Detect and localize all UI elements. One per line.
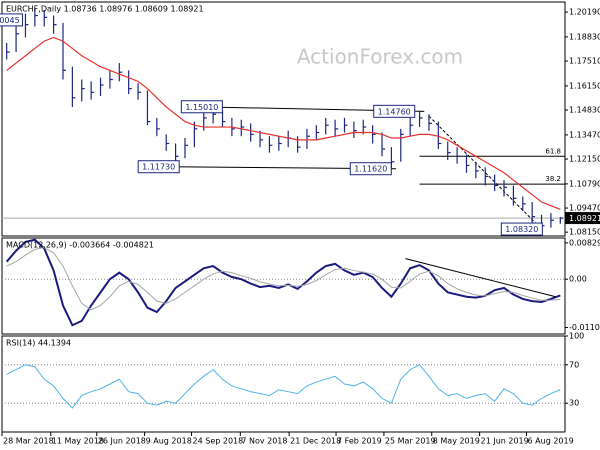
panel-title: MACD(12,26,9) -0.003664 -0.004821 [6, 241, 154, 250]
panel-title: RSI(14) 44.1394 [6, 339, 71, 348]
price-annotation: 0045 [0, 16, 20, 25]
y-tick-label: 1.13470 [569, 130, 600, 139]
price-annotation-box [349, 162, 392, 176]
x-tick-label: 28 Mar 2018 [3, 437, 54, 446]
x-tick-label: 24 Sep 2018 [193, 437, 244, 446]
x-tick-label: 7 Nov 2018 [241, 437, 287, 446]
x-tick-label: 21 Dec 2018 [290, 437, 341, 446]
x-tick-label: 26 Jun 2018 [98, 437, 146, 446]
y-tick-label: 1.16150 [569, 81, 600, 90]
moving-average [6, 36, 561, 210]
trend-line [405, 258, 556, 298]
x-tick-label: 25 Mar 2019 [385, 437, 436, 446]
y-tick-label: 30 [569, 399, 579, 408]
x-tick-label: 9 Aug 2018 [146, 437, 192, 446]
x-tick-label: 21 Jun 2019 [481, 437, 529, 446]
price-annotation-box [500, 222, 543, 236]
panel-title: EURCHF,Daily 1.08736 1.08976 1.08609 1.0… [6, 5, 204, 14]
panel-frame [1, 237, 566, 335]
y-tick-label: 1.20190 [569, 8, 600, 17]
panel-frame [1, 1, 566, 237]
fib-label: 38.2 [545, 175, 561, 183]
y-tick-label: 1.12150 [569, 155, 600, 164]
y-tick-label: 100 [569, 332, 584, 341]
last-price-box [565, 212, 600, 225]
watermark: ActionForex.com [297, 45, 463, 69]
x-tick-label: 11 May 2018 [52, 437, 104, 446]
fib-label: 61.8 [545, 147, 561, 155]
y-tick-label: 0.008292 [569, 238, 600, 247]
price-annotation: 1.11620 [354, 165, 387, 174]
price-annotation-box [373, 104, 416, 118]
x-tick-label: 8 May 2019 [433, 437, 480, 446]
y-tick-label: 1.09470 [569, 204, 600, 213]
price-annotation-box [0, 13, 24, 27]
y-tick-label: 1.08150 [569, 228, 600, 237]
indicator-line [5, 238, 561, 327]
y-tick-label: 1.18830 [569, 32, 600, 41]
x-tick-label: 7 Feb 2019 [337, 437, 382, 446]
price-annotation-box [137, 160, 180, 174]
y-tick-label: 1.17510 [569, 57, 600, 66]
y-tick-label: 1.10790 [569, 179, 600, 188]
indicator-line [6, 247, 561, 311]
y-tick-label: 70 [569, 360, 579, 369]
y-tick-label: -0.011015 [569, 323, 600, 332]
price-annotation: 1.15010 [185, 103, 218, 112]
indicator-line [6, 364, 561, 409]
y-tick-label: 1.14830 [569, 106, 600, 115]
price-annotation: 1.14760 [378, 107, 411, 116]
y-tick-label: 0.00 [569, 275, 587, 284]
price-annotation: 1.08320 [505, 225, 538, 234]
panel-frame [1, 335, 566, 433]
price-annotation-box [180, 100, 223, 114]
x-tick-label: 6 Aug 2019 [528, 437, 574, 446]
price-annotation: 1.11730 [142, 163, 175, 172]
last-price-label: 1.08921 [569, 214, 600, 223]
